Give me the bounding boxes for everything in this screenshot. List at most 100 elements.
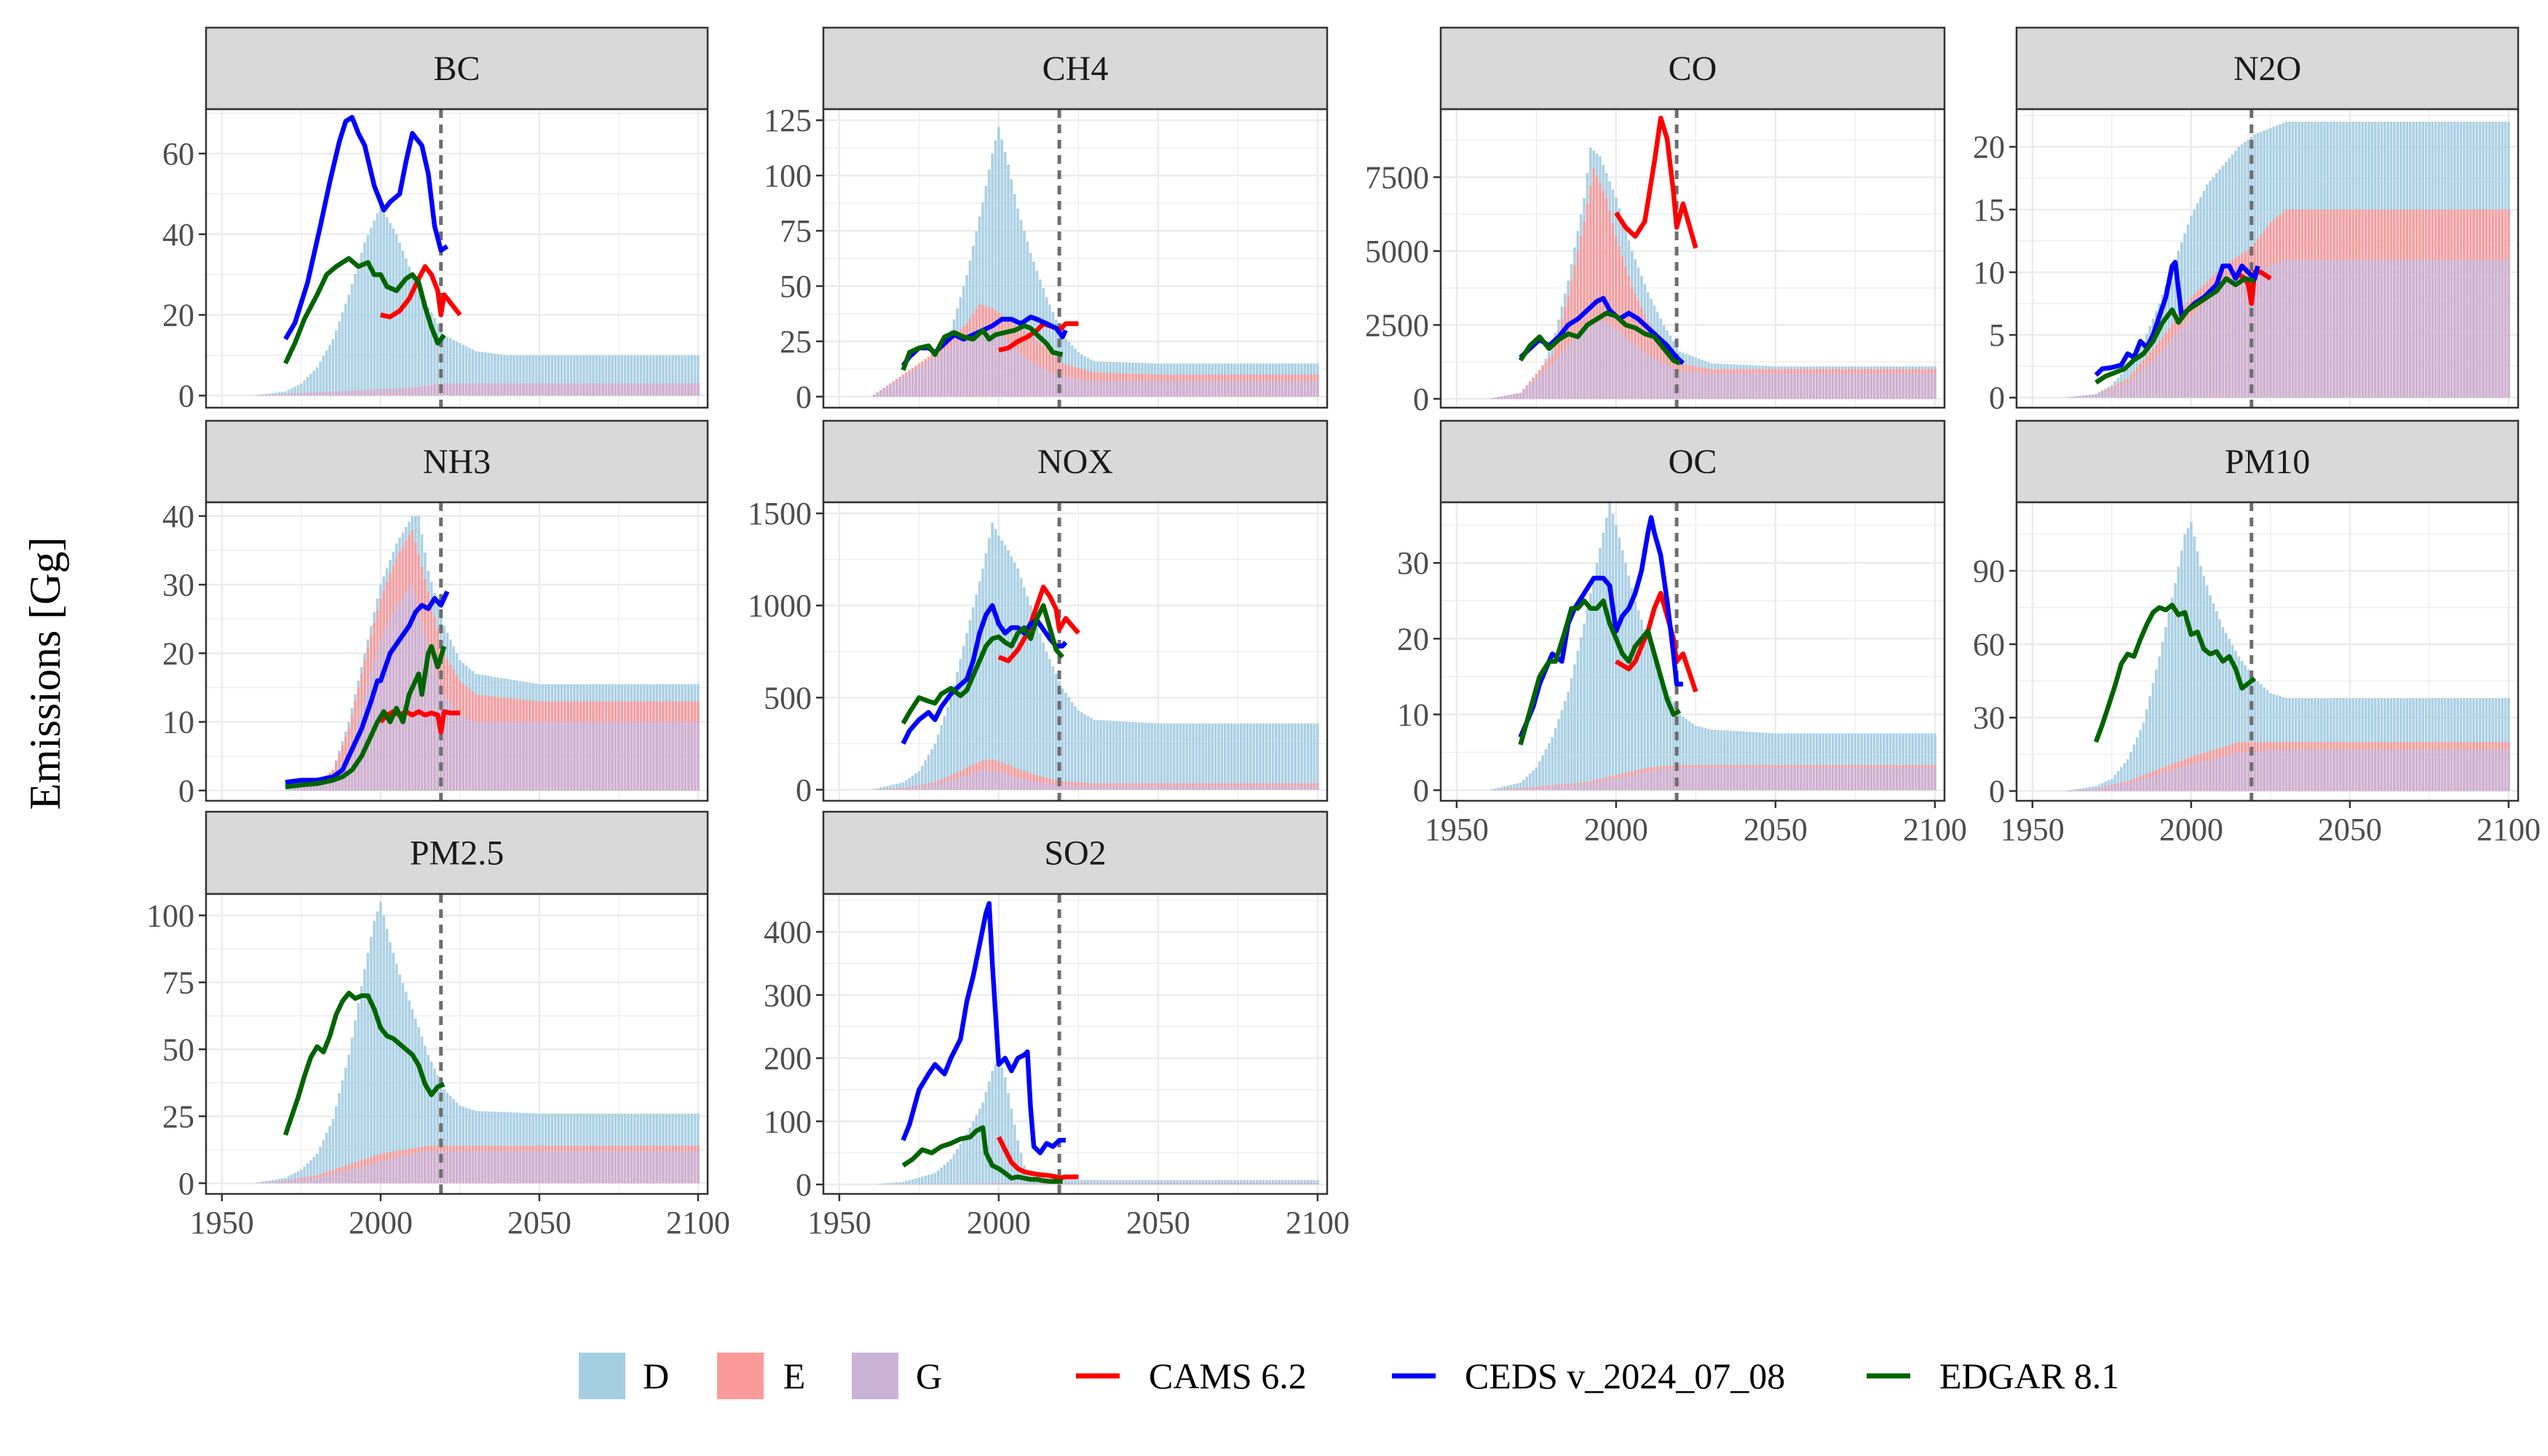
bar-g <box>1870 373 1873 399</box>
bar-d <box>1131 721 1134 790</box>
bar-d <box>1800 733 1803 791</box>
bar-g <box>598 383 601 396</box>
bar-g <box>1026 1183 1029 1184</box>
bar-g <box>2097 394 2101 398</box>
bar-d <box>287 1176 290 1184</box>
bar-g <box>335 1173 338 1184</box>
bar-d <box>1013 194 1016 397</box>
bar-g <box>2453 259 2456 398</box>
bar-g <box>1019 353 1023 397</box>
bar-g <box>2228 282 2231 398</box>
bar-d <box>2139 729 2142 791</box>
panel-border-bc <box>205 108 709 409</box>
bar-d <box>1083 1179 1086 1184</box>
bar-g <box>1500 396 1503 399</box>
bars-g-ch4 <box>873 325 1319 397</box>
bar-g <box>1150 1183 1153 1184</box>
bar-d <box>1770 733 1774 791</box>
bar-d <box>369 227 373 396</box>
bar-g <box>1045 783 1048 790</box>
bar-g <box>585 383 589 396</box>
bar-d <box>1007 1093 1010 1184</box>
bar-d <box>876 788 879 790</box>
bar-e <box>1605 197 1608 399</box>
bar-g <box>1048 1183 1051 1184</box>
bar-g <box>2135 780 2139 791</box>
bar-d <box>1525 776 1529 791</box>
bar-g <box>646 383 649 396</box>
bar-d <box>1310 723 1313 790</box>
bar-g <box>2279 261 2282 398</box>
bar-g <box>1564 785 1567 791</box>
bar-g <box>1054 1183 1058 1184</box>
bar-g <box>509 721 513 791</box>
bar-g <box>541 383 545 396</box>
bar-g <box>474 1151 478 1184</box>
bar-g <box>534 721 538 791</box>
bar-g <box>1789 373 1793 399</box>
bar-g <box>2373 749 2377 791</box>
bar-g <box>1278 1183 1281 1184</box>
bar-g <box>927 785 930 790</box>
legend-label-e: E <box>783 1356 806 1396</box>
bar-g <box>1026 358 1029 397</box>
bar-g <box>2218 757 2221 791</box>
panel-border-co <box>1439 108 1946 409</box>
bar-g <box>1042 783 1045 790</box>
bar-g <box>576 721 579 791</box>
bar-g <box>341 391 344 396</box>
bar-d <box>315 1153 319 1184</box>
bar-d <box>1752 732 1755 791</box>
bar-g <box>1310 381 1313 397</box>
bar-g <box>693 1151 697 1184</box>
bar-g <box>296 788 300 791</box>
bar-g <box>1630 342 1634 399</box>
bar-g <box>1554 360 1557 399</box>
bar-d <box>1300 1179 1303 1184</box>
bar-d <box>1723 730 1726 791</box>
bar-d <box>623 355 627 396</box>
bar-g <box>1611 778 1615 791</box>
bar-g <box>1233 786 1236 790</box>
bar-d <box>2253 678 2256 791</box>
bar-d <box>1233 1179 1236 1184</box>
bar-g <box>2316 749 2320 791</box>
bar-d <box>2244 665 2247 791</box>
bar-g <box>1217 786 1220 790</box>
bar-d <box>1640 620 1643 791</box>
bar-g <box>1908 373 1911 399</box>
bar-g <box>1729 373 1733 399</box>
bar-g <box>1163 786 1166 790</box>
bar-g <box>908 373 911 397</box>
bar-g <box>601 1151 604 1184</box>
bar-g <box>401 597 405 791</box>
bar-d <box>639 355 643 396</box>
bar-d <box>1745 732 1749 791</box>
bar-g <box>1551 786 1554 791</box>
bar-g <box>920 365 924 397</box>
bar-d <box>547 355 550 396</box>
bar-g <box>550 721 554 791</box>
bar-d <box>1141 722 1144 790</box>
bar-g <box>1227 786 1230 790</box>
bar-d <box>366 234 370 396</box>
bar-g <box>1090 1183 1093 1184</box>
bar-d <box>1599 547 1602 791</box>
bar-g <box>379 389 382 396</box>
bar-d <box>2209 595 2212 791</box>
bar-g <box>2234 279 2237 398</box>
bar-d <box>588 355 592 396</box>
bar-g <box>1118 786 1122 790</box>
bar-g <box>1035 365 1039 397</box>
bar-d <box>274 392 277 396</box>
bar-g <box>611 1151 614 1184</box>
bar-d <box>681 355 684 396</box>
bar-d <box>1934 733 1936 791</box>
bar-d <box>2170 598 2174 791</box>
panel-border-n2o <box>2015 108 2520 409</box>
bar-g <box>1923 767 1927 791</box>
bar-d <box>1013 1124 1016 1184</box>
bar-d <box>255 395 258 396</box>
